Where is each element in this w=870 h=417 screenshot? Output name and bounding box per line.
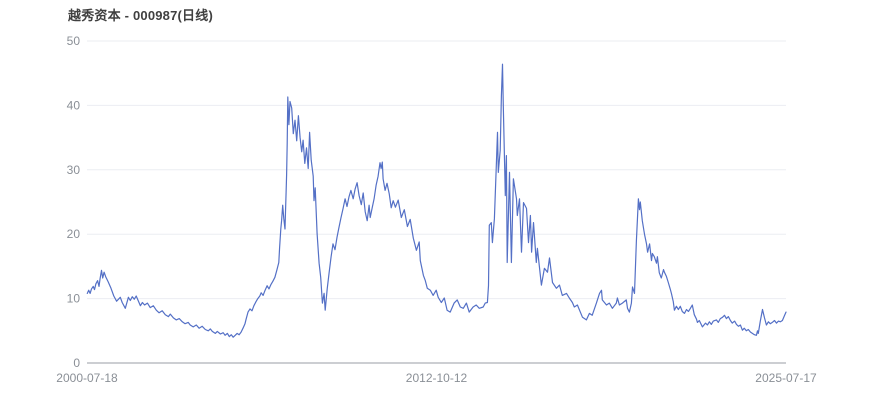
y-axis-labels: 0 10 20 30 40 50 — [67, 34, 81, 370]
gridlines — [87, 40, 786, 300]
y-tick-20: 20 — [67, 227, 81, 241]
price-line-series — [86, 63, 787, 338]
y-tick-0: 0 — [73, 356, 80, 370]
y-tick-30: 30 — [67, 163, 81, 177]
x-tick-mid: 2012-10-12 — [406, 371, 468, 385]
y-tick-40: 40 — [67, 98, 81, 112]
x-axis-labels: 2000-07-18 2012-10-12 2025-07-17 — [56, 371, 817, 385]
x-tick-end: 2025-07-17 — [755, 371, 817, 385]
x-tick-start: 2000-07-18 — [56, 371, 118, 385]
y-tick-50: 50 — [67, 34, 81, 48]
y-tick-10: 10 — [67, 292, 81, 306]
chart-title: 越秀资本 - 000987(日线) — [68, 8, 213, 23]
